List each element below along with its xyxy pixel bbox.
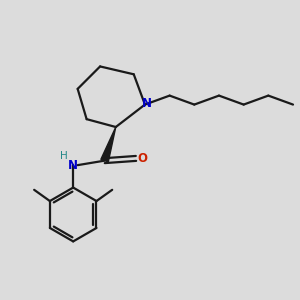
Text: O: O — [138, 152, 148, 165]
Text: H: H — [60, 151, 68, 161]
Polygon shape — [101, 127, 116, 162]
Text: N: N — [142, 97, 152, 110]
Text: N: N — [68, 159, 78, 172]
